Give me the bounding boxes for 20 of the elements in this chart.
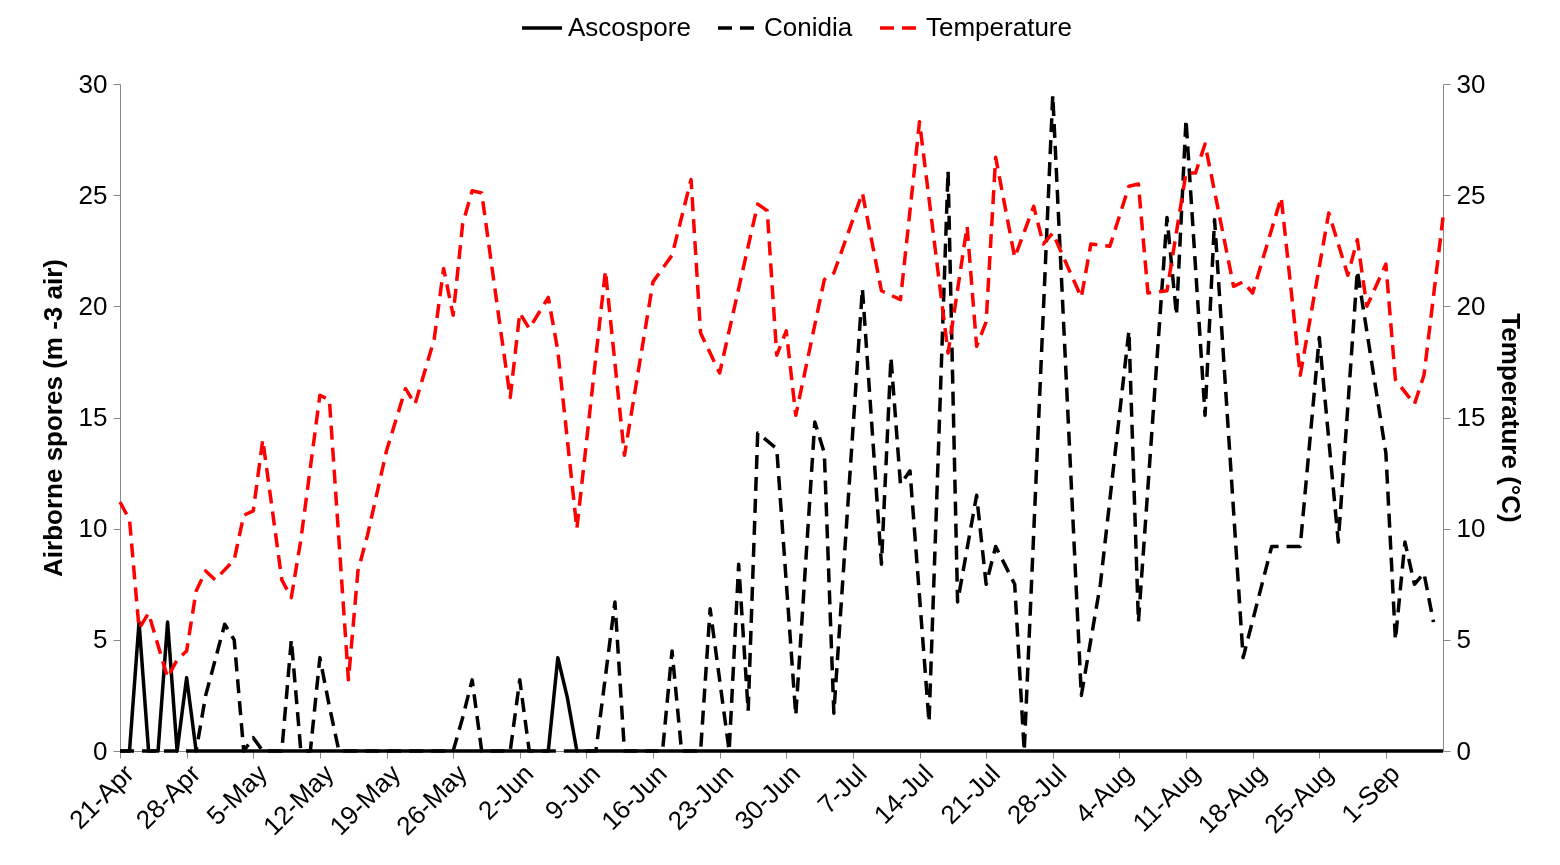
line-series xyxy=(118,120,1445,682)
legend-label: Conidia xyxy=(764,12,853,42)
y2-tick-label: 10 xyxy=(1456,513,1486,544)
y2-tick-label: 30 xyxy=(1456,68,1486,99)
legend-label: Ascospore xyxy=(568,12,691,42)
y-tick-label: 25 xyxy=(78,179,108,210)
y2-tick-label: 15 xyxy=(1456,402,1486,432)
y-tick-label: 20 xyxy=(78,290,108,321)
y-tick-label: 10 xyxy=(78,513,108,544)
legend-label: Temperature xyxy=(926,12,1072,42)
y2-tick-label: 5 xyxy=(1456,624,1471,655)
y-tick-label: 5 xyxy=(93,624,108,655)
y-tick-label: 30 xyxy=(78,68,108,99)
y2-axis-title: Temperature (°C) xyxy=(1496,313,1527,523)
y-tick-label: 15 xyxy=(78,402,108,432)
y2-tick-label: 25 xyxy=(1456,179,1486,210)
y2-tick-label: 20 xyxy=(1456,290,1486,321)
y-tick-label: 0 xyxy=(93,735,108,766)
y2-tick-label: 0 xyxy=(1456,735,1471,766)
y-axis-title: Airborne spores (m -3 air) xyxy=(37,259,68,577)
